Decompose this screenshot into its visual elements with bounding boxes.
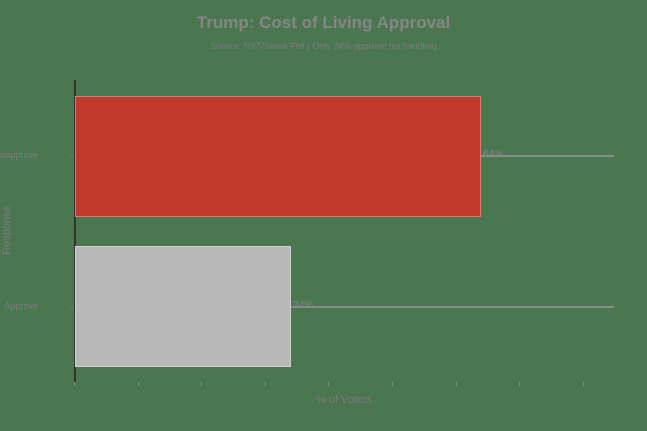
chart-title: Trump: Cost of Living Approval xyxy=(196,13,451,32)
chart-subtitle: Source: NYT/Siena Poll | Only 34% approv… xyxy=(210,41,437,51)
x-axis-title: % of Voters xyxy=(315,394,373,406)
category-label-disapprove: Disapprove xyxy=(0,150,38,160)
value-label-approve: 34% xyxy=(293,300,314,311)
x-tick xyxy=(392,382,393,386)
x-tick xyxy=(265,382,266,386)
x-tick xyxy=(328,382,329,386)
y-axis-line xyxy=(74,80,76,382)
x-tick xyxy=(201,382,202,386)
x-tick xyxy=(583,382,584,386)
y-axis-title: Response xyxy=(1,205,13,255)
x-tick xyxy=(519,382,520,386)
y-tick xyxy=(70,156,74,157)
category-label-approve: Approve xyxy=(4,301,38,311)
value-label-disapprove: 64% xyxy=(483,149,504,160)
y-tick xyxy=(70,307,74,308)
x-tick xyxy=(138,382,139,386)
error-line-approve xyxy=(291,306,614,308)
x-tick xyxy=(456,382,457,386)
bar-approve[interactable] xyxy=(75,246,291,367)
error-line-disapprove xyxy=(481,155,614,157)
plot-area: Disapprove 64% Approve 34% xyxy=(0,80,614,386)
bar-disapprove[interactable] xyxy=(75,96,481,217)
x-tick xyxy=(74,382,75,386)
